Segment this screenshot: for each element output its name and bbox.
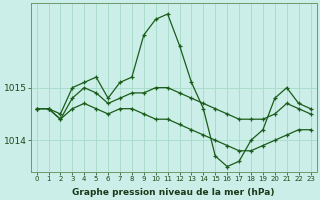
X-axis label: Graphe pression niveau de la mer (hPa): Graphe pression niveau de la mer (hPa) [72,188,275,197]
